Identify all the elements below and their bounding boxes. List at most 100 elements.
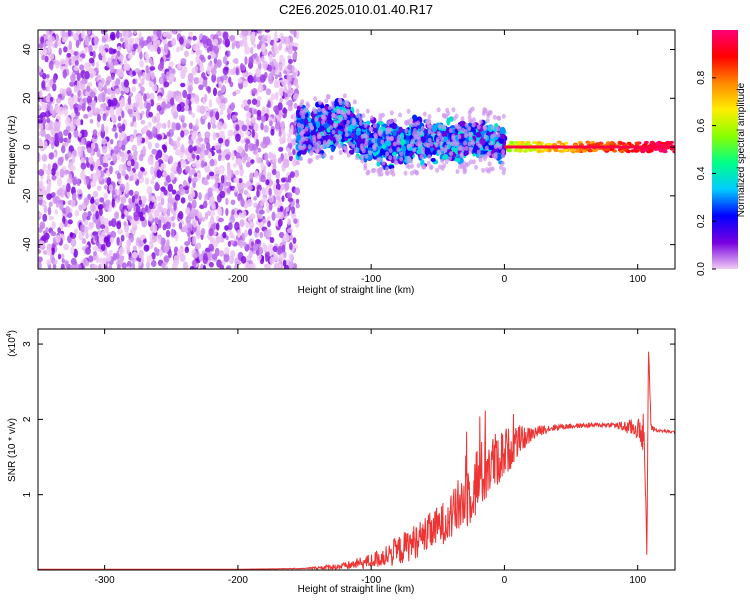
- spectrogram-cell: [38, 131, 41, 137]
- spectrogram-cell: [199, 105, 206, 115]
- spectrogram-cell: [112, 252, 118, 261]
- spectrogram-cell: [88, 255, 94, 263]
- spectrogram-cell: [202, 79, 208, 88]
- spectrogram-cell: [224, 138, 230, 147]
- spectrogram-cell: [60, 263, 65, 269]
- spectrogram-cell: [609, 141, 615, 145]
- spectrogram-cell: [115, 107, 122, 117]
- spectrogram-cell: [251, 98, 258, 106]
- spectrogram-cell: [244, 56, 248, 65]
- spectrogram-cell: [70, 264, 76, 269]
- spectrogram-cell: [55, 234, 61, 243]
- spectrogram-cell: [151, 233, 158, 243]
- colorbar-tick-label: 0.4: [696, 166, 707, 180]
- spectrogram-cell: [289, 171, 295, 178]
- spectrogram-cell: [153, 30, 157, 36]
- spectrogram-cell: [281, 195, 285, 203]
- spectrogram-cell: [46, 193, 52, 200]
- spectrogram-cell: [293, 102, 298, 109]
- spectrogram-cell: [378, 167, 383, 173]
- spectrogram-cell: [70, 124, 76, 131]
- spectrogram-cell: [207, 55, 212, 60]
- spectrogram-cell: [121, 262, 127, 269]
- spectrogram-cell: [76, 72, 81, 81]
- spectrogram-cell: [126, 239, 132, 247]
- spectrogram-cell: [217, 154, 222, 162]
- spectrogram-cell: [117, 194, 121, 201]
- spectrogram-cell: [149, 92, 155, 102]
- spectrogram-cell: [219, 264, 225, 269]
- spectrogram-cell: [282, 108, 288, 114]
- spectrogram-cell: [41, 103, 48, 111]
- spectrogram-cell: [419, 154, 424, 160]
- spectrogram-cell: [138, 240, 144, 247]
- spectrogram-cell: [198, 77, 204, 84]
- spectrogram-cell: [170, 167, 175, 172]
- spectrogram-cell: [102, 258, 107, 267]
- spectrogram-cell: [105, 80, 111, 86]
- spectrogram-cell: [133, 121, 137, 128]
- spectrogram-cell: [333, 114, 338, 120]
- spectrogram-cell: [180, 58, 187, 65]
- spectrogram-cell: [124, 210, 129, 216]
- spectrogram-cell: [338, 150, 343, 156]
- spectrogram-cell: [73, 248, 78, 258]
- spectrogram-cell: [317, 133, 322, 139]
- spectrogram-cell: [132, 245, 137, 252]
- spectrogram-cell: [45, 169, 52, 175]
- spectrogram-cell: [267, 243, 274, 254]
- spectrogram-cell: [213, 63, 218, 70]
- spectrogram-cell: [278, 73, 282, 78]
- spectrogram-cell: [233, 177, 240, 184]
- spectrogram-cell: [168, 155, 173, 164]
- spectrogram-cell: [54, 40, 58, 49]
- spectrogram-cell: [214, 181, 219, 189]
- spectrogram-cell: [342, 144, 347, 150]
- spectrogram-cell: [57, 131, 63, 140]
- spectrogram-cell: [140, 234, 146, 240]
- spectrogram-cell: [168, 76, 172, 83]
- spectrogram-cell: [361, 113, 366, 119]
- spectrogram-cell: [268, 187, 272, 196]
- spectrogram-cell: [482, 156, 487, 162]
- spectrogram-cell: [396, 146, 401, 152]
- spectrogram-cell: [52, 259, 58, 265]
- spectrogram-cell: [216, 121, 223, 131]
- spectrogram-cell: [120, 234, 125, 242]
- spectrogram-cell: [131, 252, 138, 258]
- spectrogram-cell: [585, 140, 591, 144]
- spectrogram-cell: [178, 222, 183, 230]
- spectrogram-cell: [338, 116, 343, 122]
- spectrogram-cell: [313, 109, 318, 115]
- spectrogram-cell: [457, 126, 462, 132]
- spectrogram-cell: [114, 88, 121, 95]
- spectrogram-cell: [99, 197, 105, 203]
- spectrogram-cell: [393, 155, 398, 161]
- spectrogram-cell: [439, 136, 444, 142]
- spectrogram-cell: [220, 85, 226, 94]
- spectrogram-cell: [179, 185, 184, 192]
- spectrogram-cell: [191, 112, 196, 119]
- spectrogram-cell: [202, 264, 207, 269]
- spectrogram-cell: [131, 195, 136, 203]
- spectrogram-cell: [71, 192, 77, 201]
- spectrogram-cell: [463, 168, 468, 174]
- spectrogram-cell: [228, 222, 233, 231]
- spectrogram-cell: [447, 156, 452, 162]
- spectrogram-cell: [198, 49, 203, 56]
- spectrogram-cell: [515, 141, 521, 146]
- spectrogram-cell: [93, 251, 98, 257]
- spectrogram-cell: [38, 240, 45, 247]
- spectrogram-cell: [121, 213, 125, 220]
- spectrogram-cell: [346, 110, 351, 116]
- spectrogram-cell: [119, 151, 125, 158]
- spectrogram-cell: [59, 168, 65, 178]
- spectrogram-cell: [271, 52, 277, 58]
- spectrogram-cell: [256, 115, 262, 121]
- spectrogram-cell: [377, 130, 382, 136]
- spectrogram-cell: [322, 131, 327, 137]
- spectrogram-cell: [240, 198, 245, 208]
- spectrogram-cell: [501, 113, 506, 119]
- spectrogram-cell: [412, 147, 417, 153]
- spectrogram-cell: [289, 128, 294, 136]
